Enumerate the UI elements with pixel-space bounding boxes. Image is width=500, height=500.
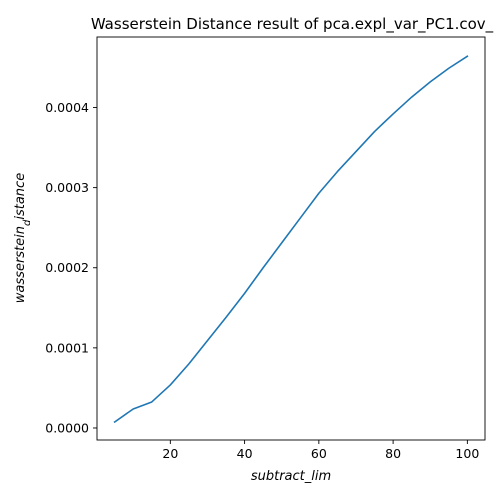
y-axis-title-rest: istance: [13, 173, 28, 220]
y-tick-label-4: 0.0004: [45, 100, 89, 115]
y-tick-label-0: 0.0000: [45, 420, 89, 435]
x-tick-label-100: 100: [455, 446, 479, 461]
x-tick-label-40: 40: [237, 446, 253, 461]
y-axis-title-base: wasserstein: [13, 226, 28, 303]
y-tick-label-1: 0.0001: [45, 340, 89, 355]
series-line-0: [113, 55, 469, 424]
y-axis-title-subscript: d: [22, 219, 33, 226]
x-tick-label-80: 80: [385, 446, 401, 461]
plot-area: 20 40 60 80 100 0.0000 0.0001 0.0002 0.0003 0.000…: [45, 36, 486, 461]
y-tick-label-3: 0.0003: [45, 180, 89, 195]
chart-title: Wasserstein Distance result of pca.expl_…: [91, 15, 494, 34]
x-tick-label-60: 60: [311, 446, 327, 461]
y-axis-title: wassersteindistance: [13, 173, 33, 303]
x-tick-label-20: 20: [162, 446, 178, 461]
y-tick-label-2: 0.0002: [45, 260, 89, 275]
plot-frame: [96, 36, 486, 441]
x-axis-title: subtract_lim: [251, 469, 331, 484]
